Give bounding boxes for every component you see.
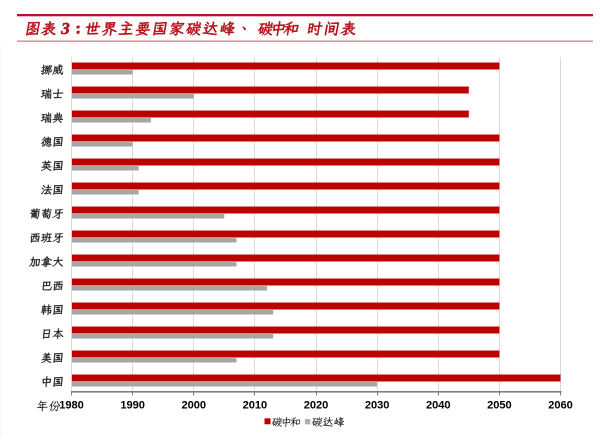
svg-text:3: 3	[60, 19, 70, 38]
svg-text:1980: 1980	[59, 399, 83, 411]
svg-text:2060: 2060	[548, 399, 572, 411]
svg-text:2010: 2010	[243, 399, 267, 411]
svg-text:2030: 2030	[365, 399, 389, 411]
svg-text:2020: 2020	[304, 399, 328, 411]
svg-text:2050: 2050	[487, 399, 511, 411]
svg-text:1990: 1990	[120, 399, 144, 411]
svg-text:2000: 2000	[182, 399, 206, 411]
svg-text:2040: 2040	[426, 399, 450, 411]
